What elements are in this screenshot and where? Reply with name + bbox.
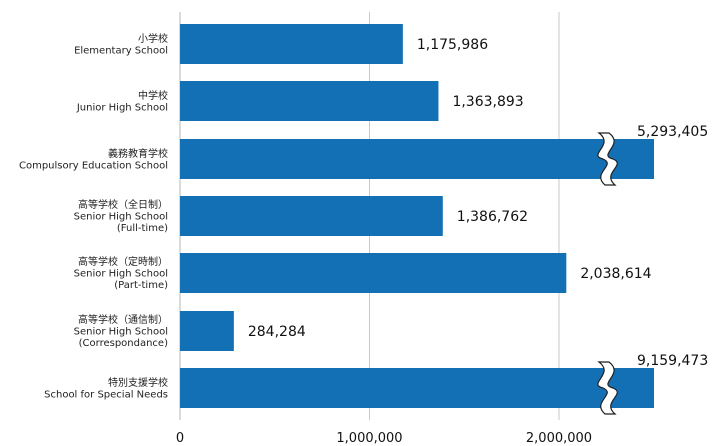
bar xyxy=(180,24,403,64)
category-label: 義務教育学校 Compulsory Education School xyxy=(19,147,168,172)
value-label: 284,284 xyxy=(248,324,306,340)
category-label: 中学校 Junior High School xyxy=(76,89,168,114)
bar xyxy=(180,196,443,236)
value-label: 2,038,614 xyxy=(580,266,651,282)
axis-break-marker xyxy=(597,132,618,186)
value-label: 1,363,893 xyxy=(452,94,523,110)
bar xyxy=(180,311,234,351)
category-label: 高等学校（定時制） Senior High School (Part-time) xyxy=(74,255,168,291)
value-label: 9,159,473 xyxy=(637,353,708,369)
x-tick-label: 1,000,000 xyxy=(336,431,402,446)
value-label: 5,293,405 xyxy=(637,124,708,140)
bar xyxy=(180,253,567,293)
x-tick-label: 0 xyxy=(176,431,184,446)
value-labels: 1,175,986 1,363,893 5,293,405 1,386,762 2,03… xyxy=(248,37,708,369)
bars xyxy=(180,24,654,415)
x-axis-tick-labels: 0 1,000,000 2,000,000 xyxy=(176,431,592,446)
x-tick-label: 2,000,000 xyxy=(526,431,592,446)
value-label: 1,386,762 xyxy=(457,209,528,225)
bar xyxy=(180,139,654,179)
category-label: 小学校 Elementary School xyxy=(74,32,168,57)
axis-break-marker xyxy=(597,361,618,415)
bar xyxy=(180,81,439,121)
category-label: 高等学校（全日制） Senior High School (Full-time) xyxy=(74,198,168,234)
category-label: 特別支援学校 School for Special Needs xyxy=(44,376,168,401)
category-label: 高等学校（通信制） Senior High School (Correspondan… xyxy=(74,313,168,349)
category-labels: 小学校 Elementary School 中学校 Junior High Schoo… xyxy=(19,32,168,401)
bar xyxy=(180,368,654,408)
value-label: 1,175,986 xyxy=(417,37,488,53)
